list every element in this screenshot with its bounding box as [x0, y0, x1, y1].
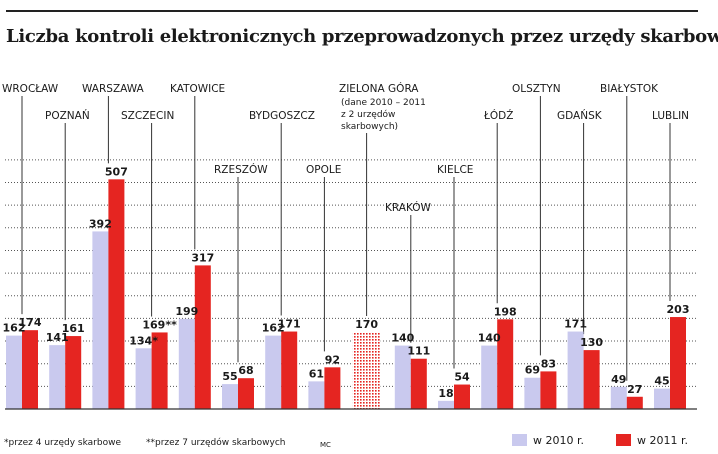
bar-2011 [454, 384, 470, 409]
value-label-2010: 18 [438, 387, 453, 400]
category-label: KIELCE [437, 164, 473, 176]
bar-2011 [670, 317, 686, 409]
legend-2011: w 2011 r. [616, 434, 688, 447]
credit: MC [320, 441, 331, 449]
value-label-2010: 49 [611, 373, 626, 386]
value-label-2011: 54 [454, 371, 470, 384]
value-label-2011: 83 [541, 357, 556, 370]
legend-label-2010: w 2010 r. [533, 434, 584, 447]
bar-2011 [497, 319, 514, 409]
category-label: OLSZTYN [512, 83, 561, 95]
category-label: WROCŁAW [2, 83, 59, 95]
bar-2011 [194, 265, 211, 409]
bar-chart: WROCŁAW162174POZNAŃ141161WARSZAWA392507S… [2, 82, 697, 410]
value-label-2011: 169** [142, 318, 177, 331]
bar-2010 [654, 388, 670, 409]
category-label: POZNAŃ [45, 109, 90, 122]
value-label-2010: 45 [654, 375, 669, 388]
value-label-2010: 134* [129, 334, 158, 347]
bar-2010 [394, 345, 411, 409]
category-label: WARSZAWA [82, 83, 145, 95]
value-label-2011: 174 [19, 316, 42, 329]
value-label-2011: 111 [407, 345, 430, 358]
category-label: KRAKÓW [385, 201, 432, 214]
category-label: BYDGOSZCZ [249, 110, 315, 122]
bar-2011 [324, 367, 341, 409]
bar-2011 [65, 336, 82, 409]
category-label: ZIELONA GÓRA [339, 82, 419, 95]
category-label: SZCZECIN [121, 110, 174, 122]
bar-2011 [151, 332, 168, 409]
category-label: ŁÓDŹ [483, 109, 513, 122]
legend-swatch-2011 [616, 434, 631, 446]
category-label: GDAŃSK [557, 109, 603, 122]
value-label-2011: 92 [325, 353, 340, 366]
footnote-4-offices: *przez 4 urzędy skarbowe [4, 438, 121, 448]
value-label-2011: 171 [278, 318, 301, 331]
bar-2011 [626, 396, 643, 409]
top-rule [6, 10, 698, 12]
value-label-2010: 162 [3, 322, 26, 335]
value-label-2010: 140 [478, 332, 501, 345]
bar-2010 [135, 348, 152, 409]
bar-2011 [540, 371, 557, 409]
value-label-2011: 161 [62, 322, 85, 335]
value-label-2010: 392 [89, 217, 112, 230]
category-label: KATOWICE [170, 83, 225, 95]
category-note: (dane 2010 – 2011 [341, 98, 426, 108]
category-label: OPOLE [306, 164, 341, 176]
value-label-2011: 203 [667, 303, 690, 316]
bar-2010 [308, 381, 325, 409]
category-note: skarbowych) [341, 122, 398, 132]
footnote-7-offices: **przez 7 urzędów skarbowych [146, 438, 286, 448]
value-label-2010: 171 [564, 318, 587, 331]
bar-combined [352, 331, 381, 409]
bar-2010 [178, 318, 195, 409]
bar-2010 [481, 345, 498, 409]
bar-2010 [49, 345, 66, 409]
legend-2010: w 2010 r. [512, 434, 584, 447]
bar-2010 [524, 377, 541, 409]
category-label: BIAŁYSTOK [600, 83, 659, 95]
bar-2010 [610, 386, 627, 409]
bar-2010 [567, 331, 584, 409]
bar-2011 [410, 358, 427, 409]
legend-swatch-2010 [512, 434, 527, 446]
value-label-2010: 55 [222, 370, 237, 383]
bar-2010 [265, 335, 282, 409]
bar-2011 [281, 331, 298, 409]
value-label-2011: 27 [627, 383, 642, 396]
bar-2010 [222, 384, 238, 409]
value-label-2011: 507 [105, 165, 128, 178]
category-label: LUBLIN [652, 110, 689, 122]
bar-2010 [92, 231, 109, 409]
value-label-2010: 141 [46, 331, 69, 344]
value-label-2011: 68 [238, 364, 253, 377]
value-label-2010: 199 [175, 305, 198, 318]
value-label-2010: 162 [262, 322, 285, 335]
value-label-2010: 69 [525, 364, 540, 377]
category-note: z 2 urzędów [341, 109, 395, 120]
category-label: RZESZÓW [214, 163, 268, 176]
value-label-2011: 198 [494, 305, 517, 318]
bar-2010 [6, 335, 22, 409]
bar-2011 [583, 350, 600, 409]
chart-title: Liczba kontroli elektronicznych przeprow… [6, 26, 718, 47]
value-label-2010: 61 [309, 367, 324, 380]
bar-2010 [438, 400, 454, 409]
value-label: 170 [355, 318, 378, 331]
legend-label-2011: w 2011 r. [637, 434, 688, 447]
bar-2011 [238, 378, 254, 409]
value-label-2011: 317 [191, 251, 214, 264]
bar-2011 [22, 330, 38, 409]
value-label-2011: 130 [580, 336, 603, 349]
bar-2011 [108, 179, 125, 409]
value-label-2010: 140 [391, 332, 414, 345]
